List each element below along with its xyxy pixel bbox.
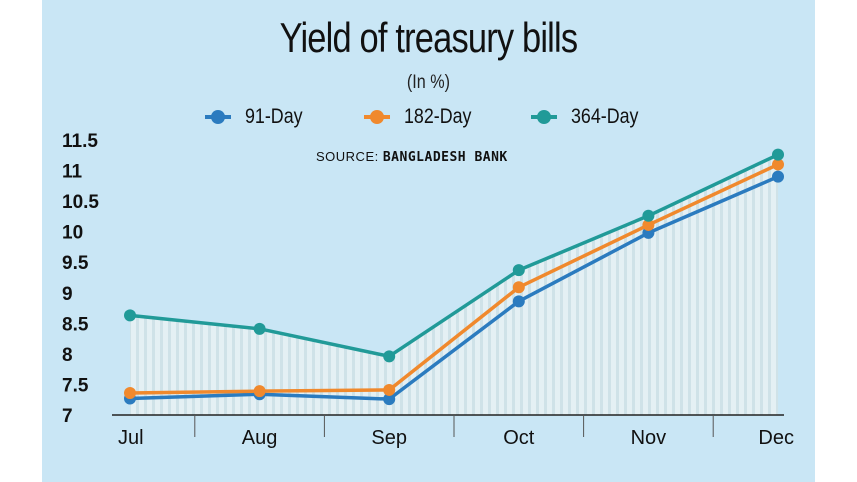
y-tick-label: 11 bbox=[62, 162, 83, 183]
data-point-91-day bbox=[383, 393, 396, 406]
x-tick-label: Dec bbox=[758, 427, 794, 449]
x-tick-label: Jul bbox=[118, 427, 144, 449]
data-point-364-day bbox=[772, 148, 784, 161]
source-label: SOURCE: bbox=[316, 149, 379, 164]
data-point-364-day bbox=[512, 264, 525, 277]
x-tick-label: Sep bbox=[371, 427, 407, 449]
data-point-91-day bbox=[512, 295, 525, 308]
data-point-364-day bbox=[383, 350, 396, 363]
y-tick-label: 9 bbox=[62, 284, 73, 305]
y-tick-label: 8.5 bbox=[62, 314, 89, 335]
legend-item-182-day: 182-Day bbox=[364, 104, 483, 130]
legend-marker-icon bbox=[364, 110, 390, 124]
chart-subtitle: (In %) bbox=[406, 72, 450, 93]
y-tick-label: 7 bbox=[62, 406, 73, 427]
y-tick-label: 8 bbox=[62, 345, 73, 366]
legend-label-364-day: 364-Day bbox=[571, 105, 639, 128]
chart-title: Yield of treasury bills bbox=[279, 14, 578, 61]
chart-area-fill bbox=[130, 154, 778, 415]
data-point-364-day bbox=[642, 209, 655, 222]
y-tick-label: 9.5 bbox=[62, 253, 89, 274]
y-tick-label: 7.5 bbox=[62, 375, 89, 396]
y-tick-label: 11.5 bbox=[62, 131, 98, 152]
data-point-364-day bbox=[253, 322, 266, 335]
data-point-91-day bbox=[772, 170, 784, 183]
legend-label-182-day: 182-Day bbox=[404, 105, 472, 128]
legend-label-91-day: 91-Day bbox=[245, 105, 303, 128]
legend-marker-icon bbox=[205, 110, 231, 124]
data-point-182-day bbox=[642, 218, 655, 231]
chart-legend: 91-Day 182-Day 364-Day bbox=[0, 104, 857, 130]
source-name: BANGLADESH BANK bbox=[382, 150, 508, 165]
data-point-182-day bbox=[772, 158, 784, 171]
legend-item-91-day: 91-Day bbox=[205, 104, 313, 130]
data-point-182-day bbox=[383, 383, 396, 396]
series-line-91-day bbox=[128, 174, 780, 401]
legend-item-364-day: 364-Day bbox=[531, 104, 650, 130]
x-tick-label: Oct bbox=[503, 427, 535, 449]
y-tick-label: 10 bbox=[62, 223, 83, 244]
y-tick-label: 10.5 bbox=[62, 192, 99, 213]
chart-source: SOURCE: BANGLADESH BANK bbox=[316, 149, 508, 165]
data-point-364-day bbox=[124, 309, 136, 322]
data-point-182-day bbox=[124, 387, 136, 399]
x-tick-label: Aug bbox=[242, 427, 278, 449]
series-line-182-day bbox=[128, 162, 780, 395]
data-point-182-day bbox=[512, 281, 525, 294]
legend-marker-icon bbox=[531, 110, 557, 124]
series-line-364-day bbox=[128, 152, 780, 359]
data-point-182-day bbox=[253, 385, 266, 398]
x-tick-label: Nov bbox=[631, 427, 667, 449]
